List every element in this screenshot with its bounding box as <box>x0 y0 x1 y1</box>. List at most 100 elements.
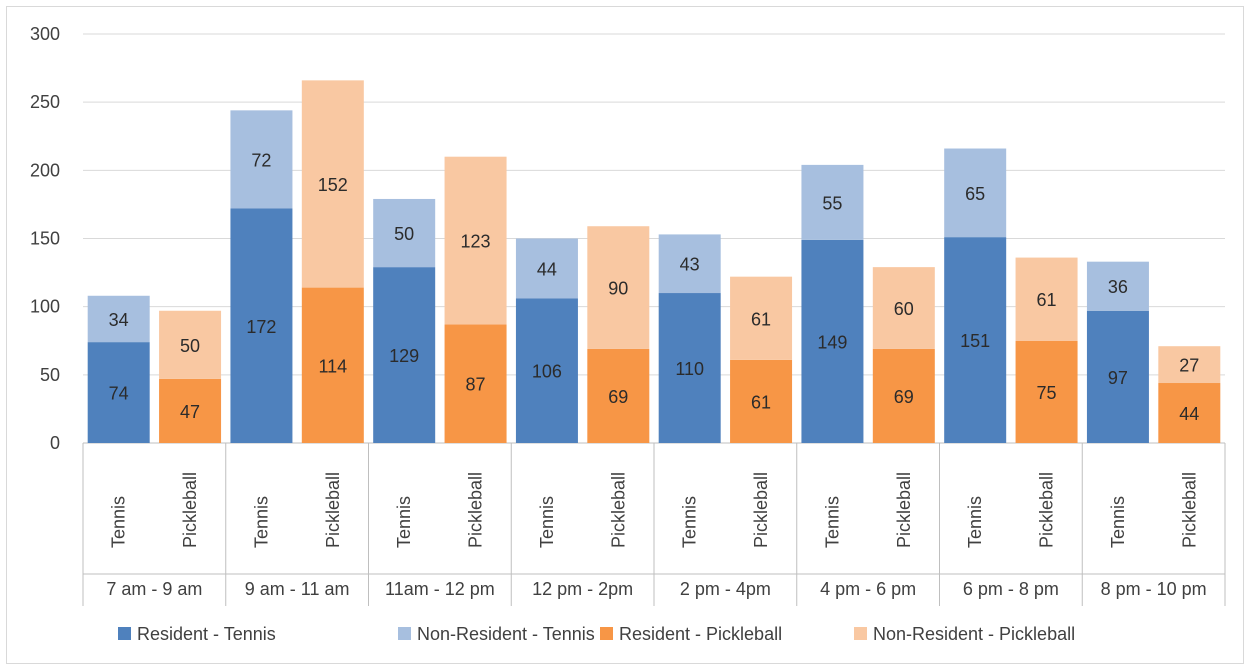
sub-category-label: Pickleball <box>323 472 343 548</box>
data-label: 27 <box>1179 356 1199 376</box>
data-label: 151 <box>960 331 990 351</box>
data-label: 60 <box>894 299 914 319</box>
data-label: 61 <box>751 309 771 329</box>
sub-category-label: Tennis <box>109 496 129 548</box>
group-label: 6 pm - 8 pm <box>963 579 1059 599</box>
bar-non-resident-pickleball <box>301 80 364 288</box>
sub-category-label: Pickleball <box>466 472 486 548</box>
y-tick-label: 0 <box>50 433 60 453</box>
data-label: 50 <box>394 224 414 244</box>
y-tick-label: 250 <box>30 92 60 112</box>
bar-resident-pickleball <box>587 348 650 443</box>
bar-resident-pickleball <box>730 359 793 443</box>
bar-resident-pickleball <box>159 378 222 443</box>
bar-resident-pickleball <box>1158 383 1221 443</box>
group-label: 9 am - 11 am <box>245 579 350 599</box>
group-label: 12 pm - 2pm <box>532 579 633 599</box>
sub-category-label: Tennis <box>965 496 985 548</box>
data-label: 106 <box>532 362 562 382</box>
data-label: 44 <box>537 259 557 279</box>
data-label: 72 <box>251 150 271 170</box>
group-label: 7 am - 9 am <box>106 579 202 599</box>
data-label: 87 <box>466 375 486 395</box>
bar-resident-pickleball <box>444 324 507 443</box>
data-label: 110 <box>675 359 704 379</box>
bar-resident-tennis <box>373 267 436 443</box>
bar-resident-pickleball <box>301 287 364 443</box>
bar-non-resident-tennis <box>801 164 864 240</box>
bar-non-resident-pickleball <box>872 267 935 349</box>
sub-category-label: Tennis <box>537 496 557 548</box>
data-label: 172 <box>246 317 276 337</box>
data-label: 123 <box>461 232 491 252</box>
group-label: 11am - 12 pm <box>385 579 495 599</box>
legend-swatch <box>854 627 867 640</box>
y-tick-label: 100 <box>30 297 60 317</box>
bar-resident-tennis <box>658 293 721 443</box>
sub-category-label: Tennis <box>251 496 271 548</box>
data-label: 74 <box>109 384 129 404</box>
data-label: 61 <box>1037 290 1057 310</box>
bar-non-resident-pickleball <box>159 310 222 379</box>
data-label: 97 <box>1108 368 1128 388</box>
bar-non-resident-tennis <box>515 238 578 299</box>
legend-label: Resident - Pickleball <box>619 624 782 644</box>
legend-label: Resident - Tennis <box>137 624 276 644</box>
data-label: 65 <box>965 184 985 204</box>
bar-non-resident-tennis <box>944 148 1007 238</box>
data-label: 69 <box>608 387 628 407</box>
sub-category-label: Tennis <box>822 496 842 548</box>
bar-resident-pickleball <box>1015 340 1078 443</box>
y-tick-label: 50 <box>40 365 60 385</box>
data-label: 152 <box>318 175 348 195</box>
data-label: 149 <box>817 332 847 352</box>
bar-non-resident-pickleball <box>1158 346 1221 384</box>
data-label: 129 <box>389 346 419 366</box>
bar-non-resident-pickleball <box>587 226 650 349</box>
data-label: 114 <box>318 356 347 376</box>
bar-non-resident-tennis <box>658 234 721 294</box>
bar-non-resident-pickleball <box>444 156 507 325</box>
bar-non-resident-tennis <box>230 110 293 209</box>
legend-swatch <box>398 627 411 640</box>
legend-swatch <box>600 627 613 640</box>
data-label: 47 <box>180 402 200 422</box>
bar-non-resident-pickleball <box>730 276 793 360</box>
bar-resident-tennis <box>944 237 1007 443</box>
group-label: 8 pm - 10 pm <box>1101 579 1207 599</box>
sub-category-label: Tennis <box>680 496 700 548</box>
sub-category-label: Pickleball <box>751 472 771 548</box>
bar-resident-tennis <box>515 298 578 443</box>
data-label: 36 <box>1108 277 1128 297</box>
data-label: 44 <box>1179 404 1199 424</box>
data-label: 61 <box>751 392 771 412</box>
bar-resident-tennis <box>87 342 150 443</box>
bar-non-resident-tennis <box>87 295 150 343</box>
bar-non-resident-tennis <box>373 198 436 268</box>
bar-resident-tennis <box>801 239 864 443</box>
y-tick-label: 200 <box>30 160 60 180</box>
sub-category-label: Pickleball <box>1179 472 1199 548</box>
sub-category-label: Pickleball <box>894 472 914 548</box>
data-label: 90 <box>608 279 628 299</box>
data-label: 75 <box>1037 383 1057 403</box>
sub-category-label: Pickleball <box>608 472 628 548</box>
group-label: 2 pm - 4pm <box>680 579 771 599</box>
data-label: 50 <box>180 336 200 356</box>
legend-label: Non-Resident - Tennis <box>417 624 595 644</box>
legend-swatch <box>118 627 131 640</box>
sub-category-label: Tennis <box>394 496 414 548</box>
data-label: 55 <box>822 193 842 213</box>
legend-label: Non-Resident - Pickleball <box>873 624 1075 644</box>
bar-non-resident-pickleball <box>1015 257 1078 341</box>
data-label: 34 <box>109 310 129 330</box>
group-label: 4 pm - 6 pm <box>820 579 916 599</box>
sub-category-label: Tennis <box>1108 496 1128 548</box>
y-tick-label: 150 <box>30 229 60 249</box>
sub-category-label: Pickleball <box>180 472 200 548</box>
data-label: 69 <box>894 387 914 407</box>
bar-resident-pickleball <box>872 348 935 443</box>
sub-category-label: Pickleball <box>1037 472 1057 548</box>
bar-non-resident-tennis <box>1086 261 1149 311</box>
